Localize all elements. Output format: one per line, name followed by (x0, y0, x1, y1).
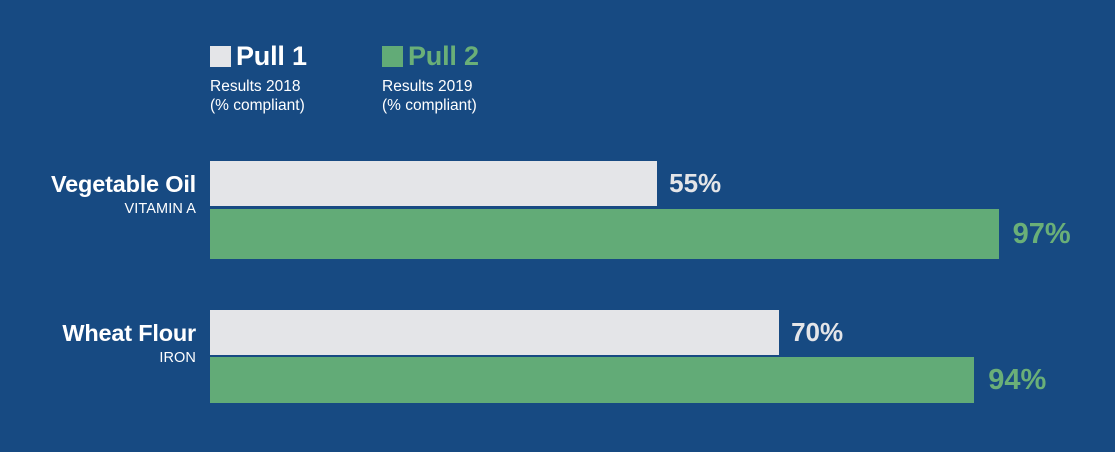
bar-row-wheat-flour-pull-1: 70% (210, 310, 843, 355)
bar-wheat-flour-pull-2 (210, 357, 975, 403)
bar-vegetable-oil-pull-2 (210, 209, 999, 259)
legend-subtitle-pull-2: Results 2019 (% compliant) (382, 78, 477, 114)
legend-item-pull-1: Pull 1 Results 2018 (% compliant) (210, 40, 382, 115)
bar-row-vegetable-oil-pull-1: 55% (210, 161, 721, 206)
bar-vegetable-oil-pull-1 (210, 161, 658, 206)
legend-title-pull-1: Pull 1 (236, 41, 307, 71)
legend-head-pull-2: Pull 2 (382, 40, 479, 72)
legend-subtitle-pull-1: Results 2018 (% compliant) (210, 78, 305, 114)
pull-1-swatch-icon (210, 45, 231, 67)
group-label-wheat-flour: Wheat Flour IRON (0, 320, 196, 367)
group-name: Wheat Flour (62, 320, 196, 346)
legend-item-pull-2: Pull 2 Results 2019 (% compliant) (382, 40, 479, 115)
bar-value-wheat-flour-pull-2: 94% (988, 363, 1047, 396)
legend-title-pull-2: Pull 2 (408, 41, 479, 71)
bar-row-vegetable-oil-pull-2: 97% (210, 209, 1071, 259)
group-nutrient: VITAMIN A (124, 201, 196, 217)
pull-2-swatch-icon (382, 45, 403, 67)
chart-legend: Pull 1 Results 2018 (% compliant) Pull 2… (210, 40, 479, 115)
group-nutrient: IRON (159, 350, 196, 366)
group-name: Vegetable Oil (51, 171, 196, 197)
bar-value-vegetable-oil-pull-1: 55% (669, 168, 722, 198)
legend-head-pull-1: Pull 1 (210, 40, 307, 72)
bar-value-vegetable-oil-pull-2: 97% (1012, 217, 1071, 250)
bar-wheat-flour-pull-1 (210, 310, 780, 355)
bar-row-wheat-flour-pull-2: 94% (210, 357, 1046, 403)
bar-value-wheat-flour-pull-1: 70% (791, 317, 844, 347)
group-label-vegetable-oil: Vegetable Oil VITAMIN A (0, 171, 196, 218)
